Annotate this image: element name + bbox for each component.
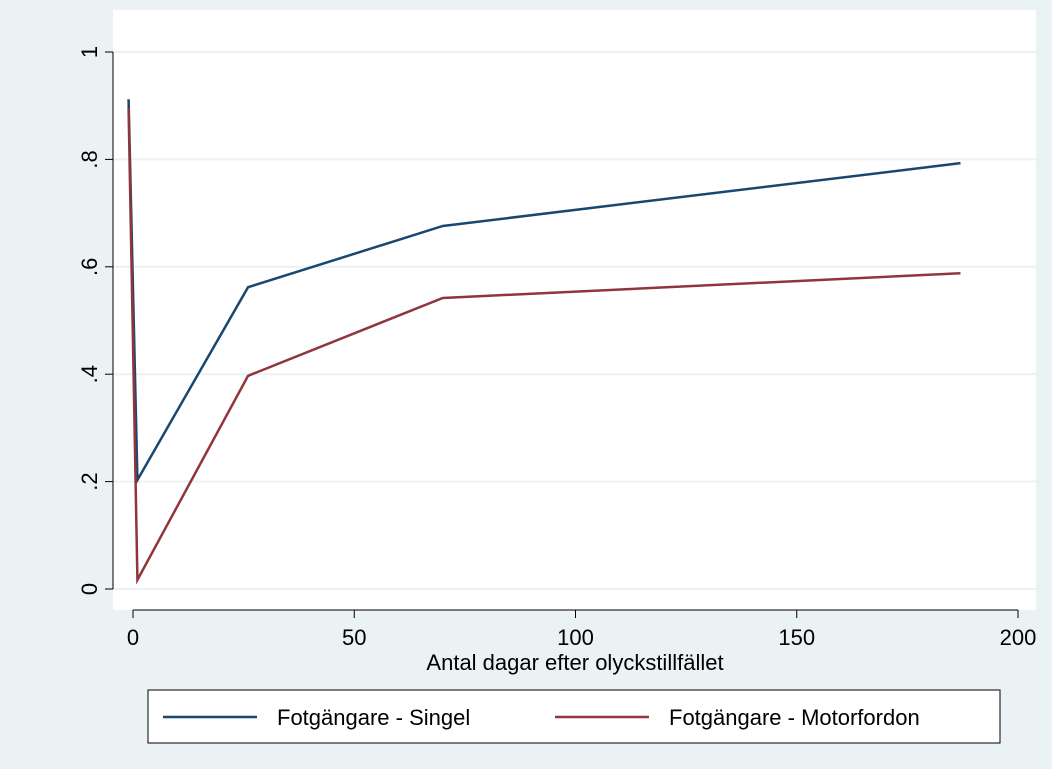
y-tick-label: .4 (77, 365, 102, 383)
legend-label: Fotgängare - Motorfordon (669, 705, 920, 730)
x-tick-label: 50 (342, 625, 366, 650)
line (127, 99, 961, 485)
line (127, 107, 961, 585)
y-tick-label: .6 (77, 258, 102, 276)
y-tick-label: .8 (77, 150, 102, 168)
y-tick-label: 1 (77, 46, 102, 58)
y-tick-label: 0 (77, 583, 102, 595)
y-tick-label: .2 (77, 472, 102, 490)
x-axis-label: Antal dagar efter olyckstillfället (426, 650, 723, 675)
x-tick-label: 0 (127, 625, 139, 650)
x-tick-label: 100 (557, 625, 594, 650)
legend-label: Fotgängare - Singel (277, 705, 470, 730)
plot-area (113, 10, 1036, 610)
x-tick-label: 150 (778, 625, 815, 650)
x-tick-label: 200 (1000, 625, 1037, 650)
